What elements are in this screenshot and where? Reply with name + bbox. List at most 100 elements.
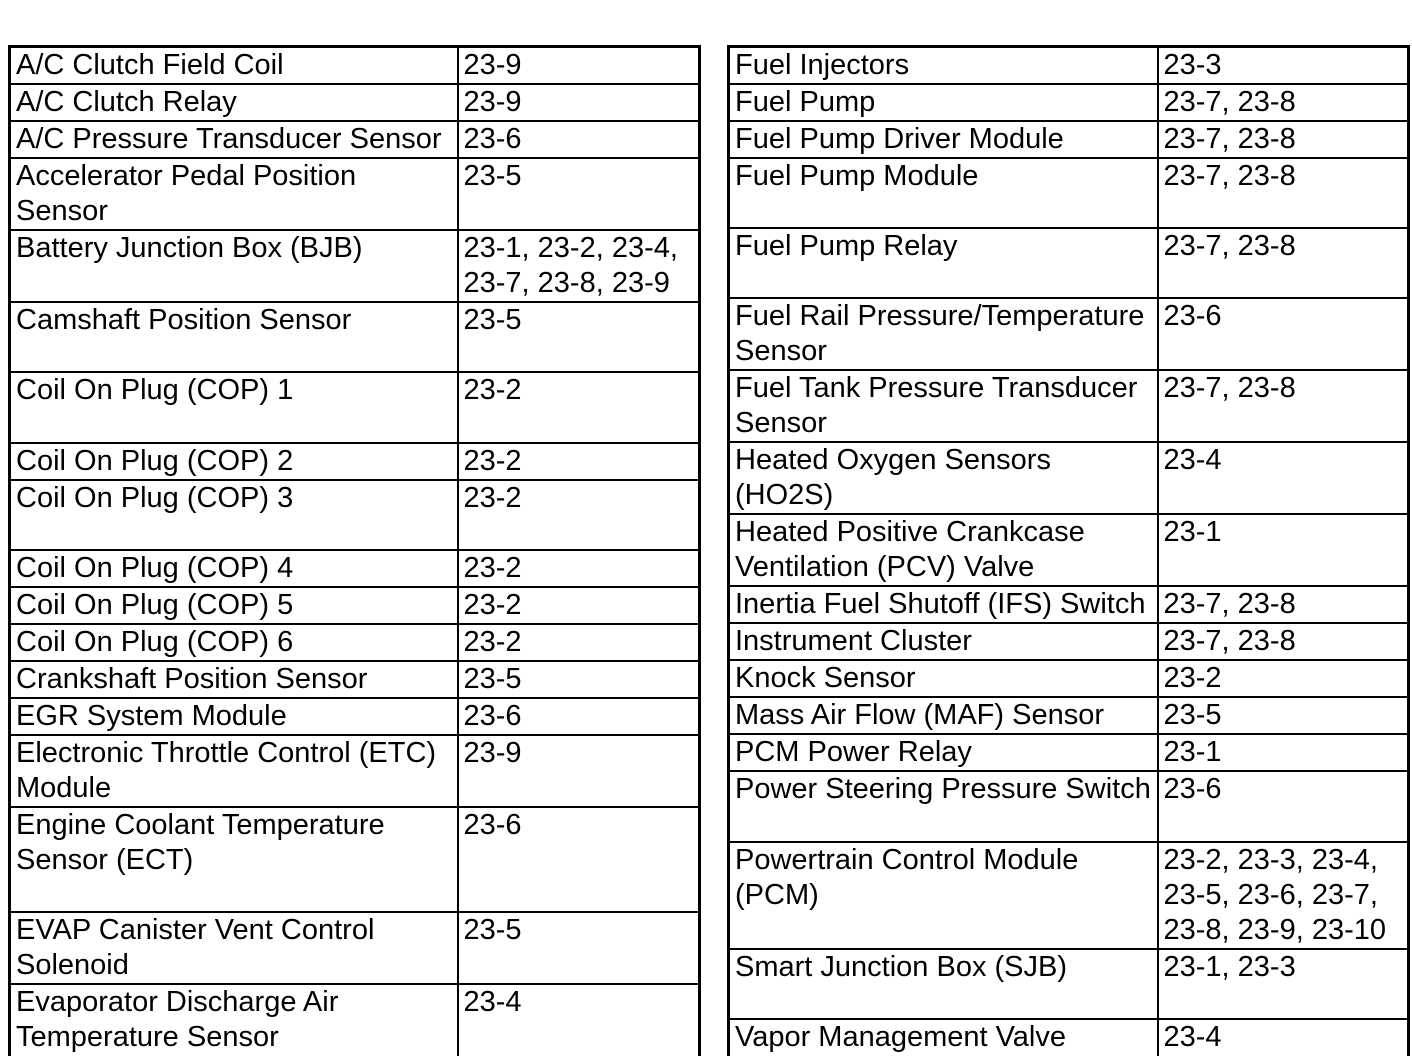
- component-name-cell: Heated Positive Crankcase Ventilation (P…: [727, 513, 1159, 587]
- component-name-cell: Instrument Cluster: [727, 622, 1159, 661]
- index-row: Fuel Pump Module 23-7, 23-8: [727, 157, 1410, 229]
- component-name-cell: PCM Power Relay: [727, 733, 1159, 772]
- index-row: Fuel Pump 23-7, 23-8: [727, 83, 1410, 122]
- index-row: Powertrain Control Module (PCM) 23-2, 23-…: [727, 841, 1410, 950]
- page-reference-cell: 23-9: [456, 734, 701, 808]
- component-name-cell: Engine Coolant Temperature Sensor (ECT): [8, 806, 459, 913]
- component-name-cell: Mass Air Flow (MAF) Sensor: [727, 696, 1159, 735]
- page-reference-cell: 23-6: [1156, 297, 1410, 371]
- index-row: Knock Sensor 23-2: [727, 659, 1410, 698]
- component-index-table-right: Fuel Injectors 23-3 Fuel Pump 23-7, 23-8 Fue…: [727, 45, 1410, 1056]
- component-name-cell: Smart Junction Box (SJB): [727, 948, 1159, 1020]
- component-name-cell: Coil On Plug (COP) 2: [8, 442, 459, 481]
- component-name-cell: Crankshaft Position Sensor: [8, 660, 459, 699]
- index-row: EVAP Canister Vent Control Solenoid 23-5: [8, 911, 701, 985]
- index-row: Camshaft Position Sensor 23-5: [8, 301, 701, 373]
- component-index-table-left: A/C Clutch Field Coil 23-9 A/C Clutch Rela…: [8, 45, 701, 1056]
- index-table-body-left: A/C Clutch Field Coil 23-9 A/C Clutch Rela…: [8, 45, 701, 1056]
- index-row: Coil On Plug (COP) 6 23-2: [8, 623, 701, 662]
- index-row: Coil On Plug (COP) 4 23-2: [8, 549, 701, 588]
- index-row: Fuel Pump Driver Module 23-7, 23-8: [727, 120, 1410, 159]
- page-reference-cell: 23-4: [1156, 1018, 1410, 1056]
- component-name-cell: Electronic Throttle Control (ETC) Module: [8, 734, 459, 808]
- component-name-cell: Fuel Rail Pressure/Temperature Sensor: [727, 297, 1159, 371]
- index-row: Smart Junction Box (SJB) 23-1, 23-3: [727, 948, 1410, 1020]
- component-name-cell: Inertia Fuel Shutoff (IFS) Switch: [727, 585, 1159, 624]
- page-reference-cell: 23-1, 23-3: [1156, 948, 1410, 1020]
- index-row: Coil On Plug (COP) 3 23-2: [8, 479, 701, 551]
- index-row: Coil On Plug (COP) 2 23-2: [8, 442, 701, 481]
- index-row: Power Steering Pressure Switch 23-6: [727, 770, 1410, 843]
- component-name-cell: Coil On Plug (COP) 1: [8, 371, 459, 444]
- component-name-cell: Coil On Plug (COP) 5: [8, 586, 459, 625]
- component-name-cell: Fuel Pump Driver Module: [727, 120, 1159, 159]
- page-reference-cell: 23-2, 23-3, 23-4, 23-5, 23-6, 23-7, 23-8…: [1156, 841, 1410, 950]
- component-name-cell: Power Steering Pressure Switch: [727, 770, 1159, 843]
- page-reference-cell: 23-9: [456, 83, 701, 122]
- page-reference-cell: 23-1: [1156, 513, 1410, 587]
- page-reference-cell: 23-6: [456, 120, 701, 159]
- component-name-cell: Fuel Tank Pressure Transducer Sensor: [727, 369, 1159, 443]
- page-reference-cell: 23-2: [456, 442, 701, 481]
- component-name-cell: Heated Oxygen Sensors (HO2S): [727, 441, 1159, 515]
- page-reference-cell: 23-4: [1156, 441, 1410, 515]
- page-reference-cell: 23-2: [456, 479, 701, 551]
- component-name-cell: A/C Clutch Relay: [8, 83, 459, 122]
- component-name-cell: A/C Pressure Transducer Sensor: [8, 120, 459, 159]
- page-reference-cell: 23-6: [456, 697, 701, 736]
- index-row: EGR System Module 23-6: [8, 697, 701, 736]
- page-reference-cell: 23-7, 23-8: [1156, 585, 1410, 624]
- index-row: Engine Coolant Temperature Sensor (ECT) 2…: [8, 806, 701, 913]
- component-name-cell: Knock Sensor: [727, 659, 1159, 698]
- index-row: A/C Pressure Transducer Sensor 23-6: [8, 120, 701, 159]
- page-reference-cell: 23-2: [456, 586, 701, 625]
- page-reference-cell: 23-7, 23-8: [1156, 157, 1410, 229]
- page-reference-cell: 23-4: [456, 983, 701, 1056]
- component-name-cell: EVAP Canister Vent Control Solenoid: [8, 911, 459, 985]
- index-row: Coil On Plug (COP) 1 23-2: [8, 371, 701, 444]
- page-reference-cell: 23-2: [456, 371, 701, 444]
- page-reference-cell: 23-2: [456, 549, 701, 588]
- index-row: Coil On Plug (COP) 5 23-2: [8, 586, 701, 625]
- component-name-cell: Battery Junction Box (BJB): [8, 229, 459, 303]
- page-reference-cell: 23-6: [1156, 770, 1410, 843]
- component-name-cell: Fuel Pump Module: [727, 157, 1159, 229]
- page-reference-cell: 23-6: [456, 806, 701, 913]
- index-row: PCM Power Relay 23-1: [727, 733, 1410, 772]
- page-reference-cell: 23-7, 23-8: [1156, 227, 1410, 299]
- index-row: Evaporator Discharge Air Temperature Sen…: [8, 983, 701, 1056]
- component-name-cell: Fuel Pump Relay: [727, 227, 1159, 299]
- page-reference-cell: 23-1, 23-2, 23-4, 23-7, 23-8, 23-9: [456, 229, 701, 303]
- page-reference-cell: 23-5: [456, 301, 701, 373]
- index-row: Fuel Tank Pressure Transducer Sensor 23-7…: [727, 369, 1410, 443]
- index-row: Accelerator Pedal Position Sensor 23-5: [8, 157, 701, 231]
- page-reference-cell: 23-5: [456, 157, 701, 231]
- page-reference-cell: 23-7, 23-8: [1156, 622, 1410, 661]
- index-row: Battery Junction Box (BJB) 23-1, 23-2, 23…: [8, 229, 701, 303]
- component-index-tables: A/C Clutch Field Coil 23-9 A/C Clutch Rela…: [8, 45, 1410, 1056]
- page-reference-cell: 23-2: [456, 623, 701, 662]
- index-row: Electronic Throttle Control (ETC) Module…: [8, 734, 701, 808]
- component-name-cell: Camshaft Position Sensor: [8, 301, 459, 373]
- index-row: Fuel Pump Relay 23-7, 23-8: [727, 227, 1410, 299]
- component-name-cell: Evaporator Discharge Air Temperature Sen…: [8, 983, 459, 1056]
- component-name-cell: EGR System Module: [8, 697, 459, 736]
- component-name-cell: Coil On Plug (COP) 3: [8, 479, 459, 551]
- page-reference-cell: 23-5: [456, 660, 701, 699]
- index-row: Heated Oxygen Sensors (HO2S) 23-4: [727, 441, 1410, 515]
- component-name-cell: Fuel Pump: [727, 83, 1159, 122]
- index-table-body-right: Fuel Injectors 23-3 Fuel Pump 23-7, 23-8 Fue…: [727, 45, 1410, 1056]
- page-reference-cell: 23-3: [1156, 45, 1410, 85]
- index-row: Inertia Fuel Shutoff (IFS) Switch 23-7, 2…: [727, 585, 1410, 624]
- page-reference-cell: 23-5: [456, 911, 701, 985]
- component-name-cell: A/C Clutch Field Coil: [8, 45, 459, 85]
- component-name-cell: Vapor Management Valve: [727, 1018, 1159, 1056]
- index-row: Vapor Management Valve 23-4: [727, 1018, 1410, 1056]
- index-row: Fuel Injectors 23-3: [727, 45, 1410, 85]
- index-row: Fuel Rail Pressure/Temperature Sensor 23-…: [727, 297, 1410, 371]
- page-reference-cell: 23-1: [1156, 733, 1410, 772]
- index-row: A/C Clutch Relay 23-9: [8, 83, 701, 122]
- component-name-cell: Coil On Plug (COP) 6: [8, 623, 459, 662]
- page-reference-cell: 23-9: [456, 45, 701, 85]
